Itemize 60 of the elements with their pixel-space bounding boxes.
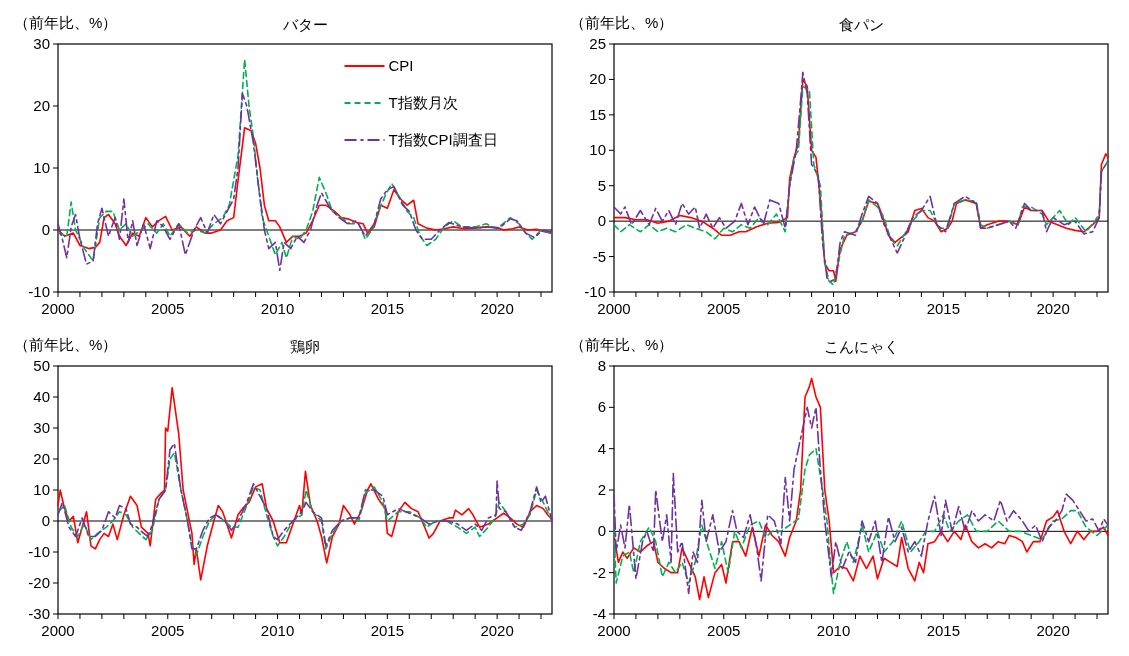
y-tick-label: -2 [592,563,606,581]
x-tick-label: 2015 [926,622,961,639]
x-tick-label: 2000 [597,300,631,317]
x-tick-label: 2010 [816,622,851,639]
legend-label: CPI [388,57,414,74]
y-tick-label: 8 [597,357,606,374]
y-axis-title: （前年比、%） [14,336,118,353]
x-tick-label: 2015 [370,300,405,317]
y-tick-label: 0 [41,512,50,529]
x-tick-label: 2015 [926,300,961,317]
x-tick-label: 2020 [1036,300,1070,317]
y-tick-label: 20 [33,450,50,467]
y-tick-label: -4 [592,605,606,622]
y-tick-label: 10 [33,481,50,498]
y-tick-label: -10 [584,283,606,300]
y-tick-label: 15 [589,105,606,123]
x-tick-label: 2000 [41,622,75,639]
y-tick-label: 50 [33,357,50,374]
y-axis-title: （前年比、%） [570,336,674,353]
y-tick-label: 0 [41,221,50,238]
y-tick-label: 4 [597,439,606,457]
y-tick-label: 30 [33,419,50,436]
y-tick-label: -10 [28,283,50,300]
y-axis-title: （前年比、%） [14,14,118,31]
legend-label: T指数CPI調査日 [388,131,498,148]
x-tick-label: 2015 [370,622,405,639]
x-tick-label: 2020 [1036,622,1070,639]
y-tick-label: 10 [589,141,606,159]
y-tick-label: 6 [597,398,606,416]
y-tick-label: 40 [33,388,50,405]
y-tick-label: 30 [33,35,50,52]
x-tick-label: 2005 [707,622,741,639]
x-tick-label: 2010 [260,622,295,639]
x-tick-label: 2000 [597,622,631,639]
x-tick-label: 2005 [151,300,185,317]
x-tick-label: 2005 [151,622,185,639]
x-tick-label: 2020 [480,622,514,639]
y-tick-label: 0 [597,522,606,540]
chart-title: 鶏卵 [290,338,320,355]
chart-title: 食パン [838,16,884,33]
y-tick-label: 25 [589,35,606,52]
y-tick-label: 20 [33,97,50,114]
y-tick-label: -10 [28,543,50,560]
chart-title: バター [281,16,328,33]
x-tick-label: 2010 [260,300,295,317]
y-tick-label: 5 [597,176,606,194]
chart-title: こんにゃく [823,338,899,355]
y-tick-label: 10 [33,159,50,176]
y-axis-title: （前年比、%） [570,14,674,31]
legend-label: T指数月次 [388,94,458,111]
y-tick-label: -5 [592,247,606,265]
x-tick-label: 2000 [41,300,75,317]
y-tick-label: -20 [28,574,50,591]
y-tick-label: 20 [589,70,606,88]
y-tick-label: 2 [597,481,606,498]
x-tick-label: 2020 [480,300,514,317]
y-tick-label: -30 [28,605,50,622]
x-tick-label: 2010 [816,300,851,317]
y-tick-label: 0 [597,212,606,230]
x-tick-label: 2005 [707,300,741,317]
